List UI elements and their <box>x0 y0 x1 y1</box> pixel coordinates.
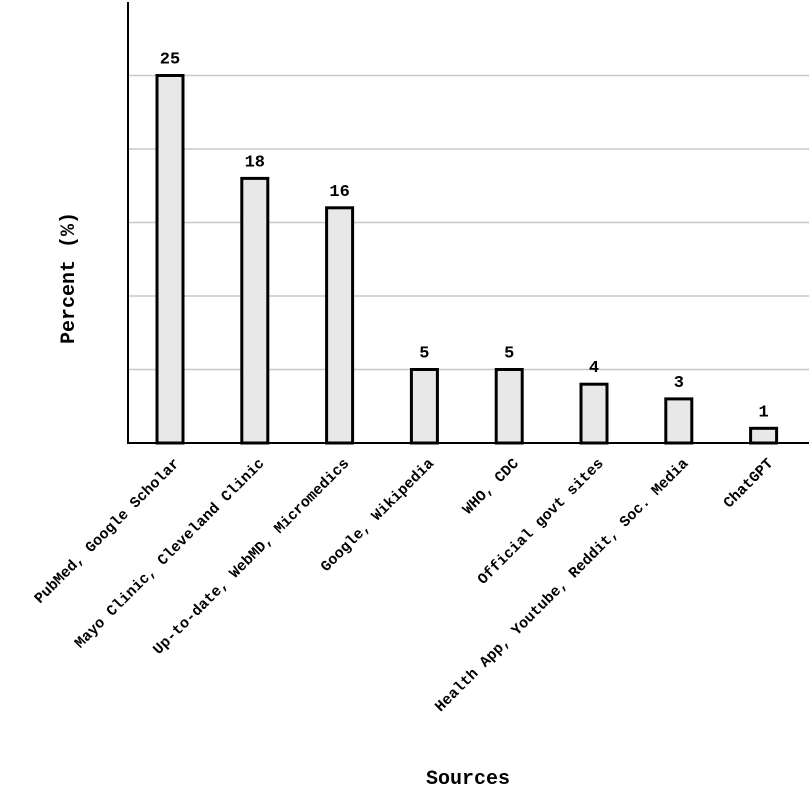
value-label: 3 <box>674 374 684 393</box>
category-label: ChatGPT <box>721 456 778 513</box>
bar <box>664 397 694 445</box>
category-label: Up-to-date, WebMD, Micromedics <box>150 456 353 659</box>
category-label: PubMed, Google Scholar <box>31 456 183 608</box>
value-label: 1 <box>758 403 768 422</box>
axes <box>127 2 809 444</box>
bar <box>579 382 609 445</box>
x-axis-title: Sources <box>426 768 510 787</box>
category-label: Mayo Clinic, Cleveland Clinic <box>72 456 269 653</box>
category-label: WHO, CDC <box>460 456 523 519</box>
bar <box>749 426 779 445</box>
value-label: 16 <box>329 183 349 202</box>
bar <box>325 206 355 445</box>
bar <box>494 368 524 445</box>
value-label: 5 <box>504 345 514 364</box>
y-axis-title: Percent (%) <box>58 212 81 344</box>
bar <box>240 176 270 445</box>
value-label: 25 <box>160 51 180 70</box>
bar <box>409 368 439 445</box>
value-label: 5 <box>419 345 429 364</box>
value-label: 18 <box>245 153 265 172</box>
gridlines <box>128 74 809 371</box>
bar <box>155 74 185 445</box>
value-labels: 25 18 16 5 5 4 3 1 <box>160 51 769 423</box>
value-label: 4 <box>589 359 599 378</box>
